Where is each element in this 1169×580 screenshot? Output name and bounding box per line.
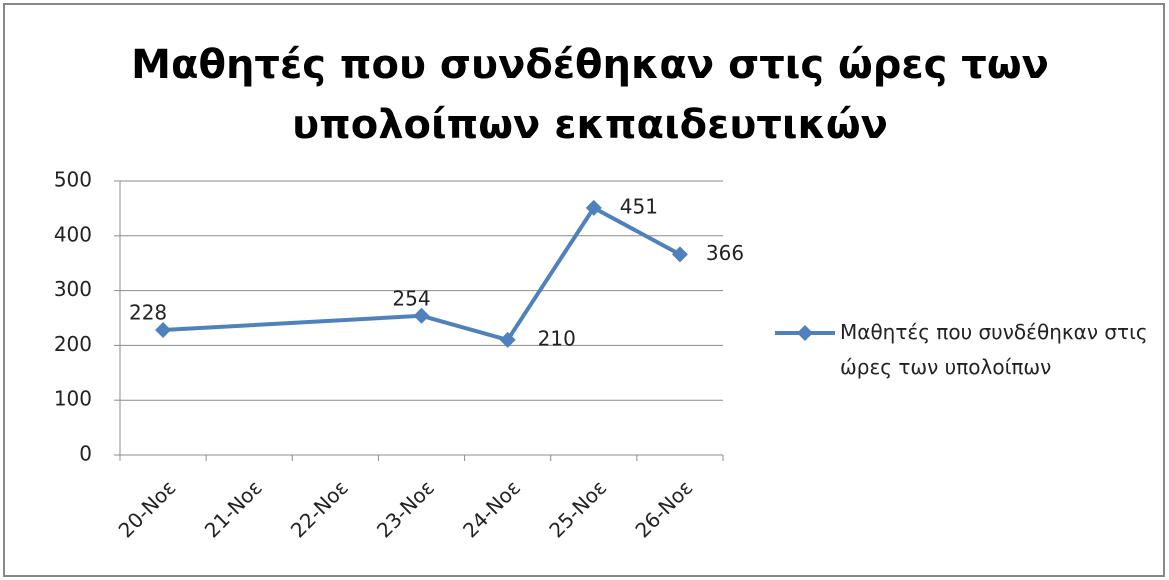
chart-title: Μαθητές που συνδέθηκαν στις ώρες των υπο… [131,42,1049,148]
y-tick-label: 500 [54,168,92,192]
y-tick-label: 0 [79,442,92,466]
data-label: 254 [392,286,430,310]
point-marker [671,246,688,263]
point-marker [499,331,516,348]
data-label: 210 [538,326,576,350]
y-tick-label: 300 [54,277,92,301]
legend-label: Μαθητές που συνδέθηκαν στις ώρες των υπο… [840,320,1148,379]
title-box: Μαθητές που συνδέθηκαν στις ώρες των υπο… [131,42,1049,148]
point-marker [155,322,172,339]
point-marker [585,199,602,216]
data-label: 366 [706,241,744,265]
chart-border [3,3,1165,577]
y-tick-label: 100 [54,387,92,411]
y-tick-label: 400 [54,222,92,246]
legend-box: Μαθητές που συνδέθηκαν στις ώρες των υπο… [840,320,1148,379]
data-label: 228 [129,301,167,325]
data-label: 451 [620,194,658,218]
point-marker [413,307,430,324]
legend-marker [797,325,813,341]
y-tick-label: 200 [54,332,92,356]
